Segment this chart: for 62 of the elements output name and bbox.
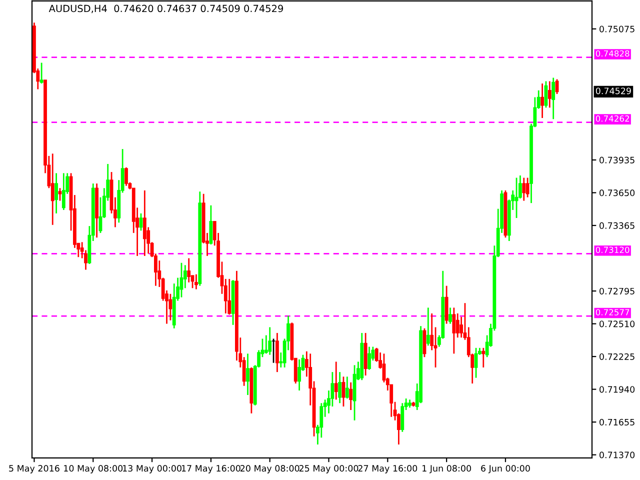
x-tick-label: 20 May 08:00 bbox=[240, 465, 300, 474]
candlestick bbox=[448, 306, 452, 324]
x-tick-label: 10 May 08:00 bbox=[64, 465, 123, 474]
candlestick bbox=[124, 166, 128, 187]
candlestick bbox=[552, 77, 556, 120]
candlestick bbox=[368, 346, 371, 370]
candlestick bbox=[345, 376, 349, 400]
chart-title: AUDUSD,H4 0.74620 0.74637 0.74509 0.74529 bbox=[48, 4, 283, 14]
candlestick bbox=[168, 293, 172, 322]
x-tick-label: 27 May 16:00 bbox=[358, 465, 418, 474]
candlestick bbox=[342, 376, 346, 408]
ref-line-label: 0.74828 bbox=[596, 50, 630, 57]
candlestick bbox=[548, 80, 552, 108]
candlestick bbox=[522, 177, 526, 202]
candlestick bbox=[456, 312, 460, 338]
y-tick-label: 0.75075 bbox=[600, 26, 634, 32]
y-tick-label: 0.73650 bbox=[600, 190, 635, 196]
candlestick bbox=[139, 212, 143, 232]
candlestick bbox=[268, 326, 272, 356]
candlestick bbox=[187, 258, 191, 284]
y-tick-label: 0.71655 bbox=[600, 418, 634, 426]
y-tick-label: 0.72225 bbox=[600, 353, 634, 360]
candlestick bbox=[62, 172, 66, 211]
candlestick bbox=[142, 190, 146, 257]
candlestick bbox=[228, 278, 232, 316]
candlestick bbox=[58, 187, 62, 202]
x-tick-label: 25 May 00:00 bbox=[299, 465, 358, 474]
candlestick bbox=[276, 332, 279, 373]
candlestick bbox=[246, 352, 250, 396]
candlestick bbox=[400, 402, 404, 433]
x-tick-label: 13 May 00:00 bbox=[122, 465, 182, 474]
x-tick-label: 17 May 16:00 bbox=[182, 465, 240, 474]
candlestick bbox=[540, 82, 544, 119]
y-tick-label: 0.71370 bbox=[600, 452, 635, 458]
y-tick-label: 0.72795 bbox=[600, 288, 634, 294]
y-tick-label: 0.73935 bbox=[600, 156, 634, 164]
candlestick bbox=[474, 347, 478, 378]
candlestick bbox=[526, 177, 530, 198]
candlestick bbox=[194, 274, 198, 290]
candlestick bbox=[452, 306, 456, 354]
candlestick bbox=[482, 347, 486, 368]
candlestick bbox=[426, 306, 430, 346]
candlestick bbox=[298, 358, 302, 392]
candlestick bbox=[54, 172, 58, 214]
candlestick bbox=[209, 204, 213, 246]
candlestick bbox=[349, 382, 353, 411]
candlestick bbox=[272, 338, 276, 364]
candlestick bbox=[334, 361, 338, 400]
candlestick bbox=[444, 285, 448, 324]
candlestick bbox=[40, 62, 44, 84]
candlestick bbox=[338, 371, 342, 404]
y-tick-label: 0.71940 bbox=[600, 386, 635, 393]
candlestick bbox=[50, 152, 54, 226]
x-tick-label: 6 Jun 00:00 bbox=[481, 465, 530, 474]
ref-line-label: 0.74262 bbox=[596, 115, 629, 122]
x-tick-label: 1 Jun 08:00 bbox=[422, 465, 471, 474]
ref-line-label: 0.72577 bbox=[596, 309, 630, 316]
y-tick-label: 0.73365 bbox=[600, 222, 634, 229]
y-tick-label: 0.72510 bbox=[600, 320, 635, 328]
x-tick-label: 5 May 2016 bbox=[9, 465, 60, 474]
ref-line-label: 0.73120 bbox=[596, 246, 630, 253]
text: 0.74529 bbox=[596, 88, 631, 94]
